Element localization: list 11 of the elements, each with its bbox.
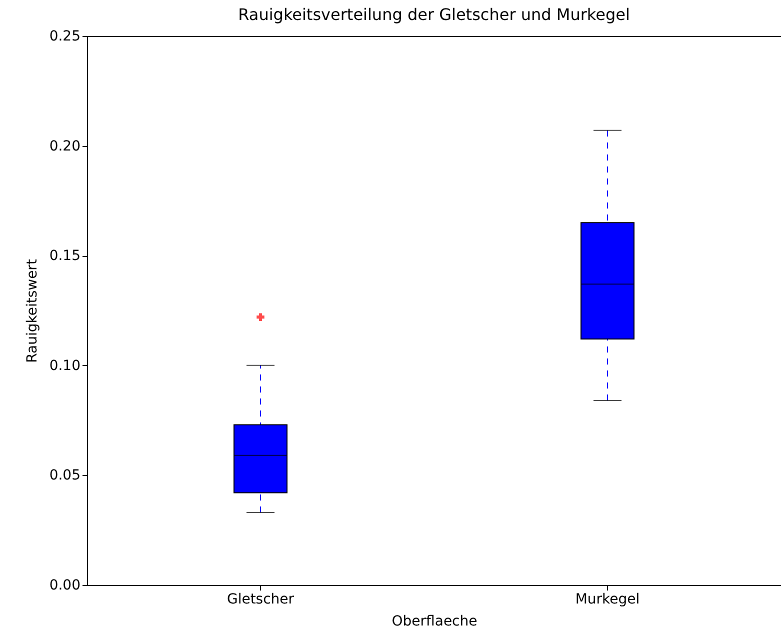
y-tick-label: 0.20 bbox=[49, 138, 80, 154]
y-tick-label: 0.05 bbox=[49, 468, 80, 484]
y-tick-label: 0.10 bbox=[49, 358, 80, 374]
chart-title: Rauigkeitsverteilung der Gletscher und Murkegel bbox=[238, 5, 630, 24]
y-axis-title: Rauigkeitswert bbox=[24, 258, 40, 363]
y-tick-label: 0.00 bbox=[49, 578, 80, 594]
y-tick-label: 0.15 bbox=[49, 248, 80, 264]
x-axis-title: Oberflaeche bbox=[392, 614, 478, 630]
x-tick-label: Gletscher bbox=[226, 592, 294, 608]
y-tick-label: 0.25 bbox=[49, 28, 80, 44]
x-tick-label: Murkegel bbox=[575, 592, 640, 608]
